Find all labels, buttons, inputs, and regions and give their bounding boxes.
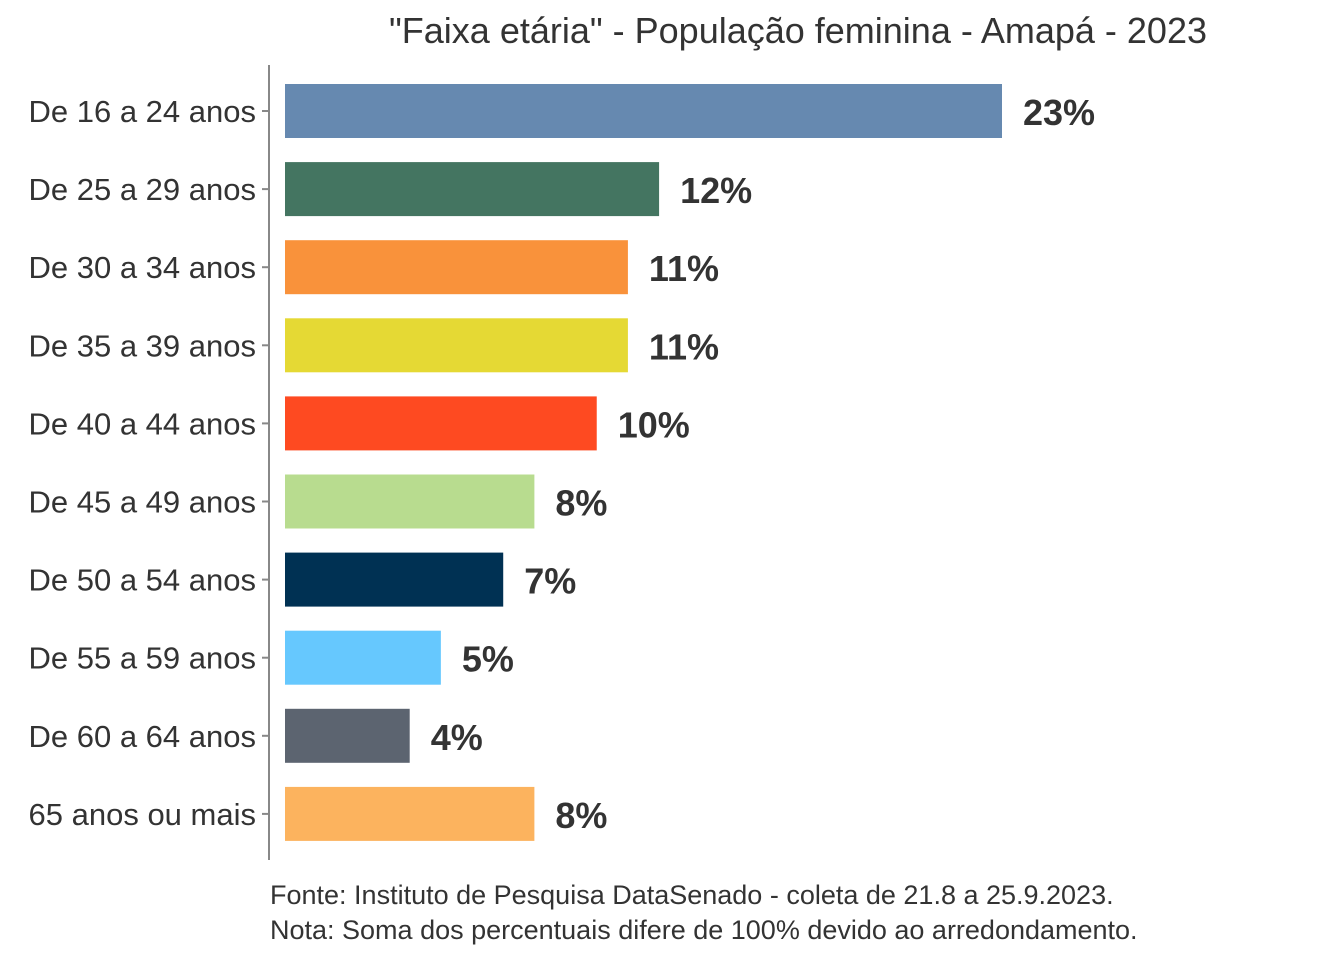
bar [285,708,410,763]
category-label: De 50 a 54 anos [28,563,256,598]
bar [285,162,660,217]
category-label: De 60 a 64 anos [28,719,256,754]
category-label: De 30 a 34 anos [28,250,256,285]
category-label: De 25 a 29 anos [28,172,256,207]
value-label: 11% [649,326,719,367]
bar [285,552,504,607]
category-label: De 55 a 59 anos [28,641,256,676]
value-label: 8% [555,483,607,524]
value-label: 4% [431,717,483,758]
bar [285,318,628,373]
bar [285,786,535,841]
bar [285,240,628,295]
bar [285,84,1002,138]
bar [285,474,535,529]
value-label: 8% [555,795,607,836]
value-label: 12% [680,170,752,211]
chart-title: "Faixa etária" - População feminina - Am… [389,10,1207,51]
value-label: 7% [524,561,576,602]
rounding-note: Nota: Soma dos percentuais difere de 100… [270,915,1138,945]
category-label: De 40 a 44 anos [28,406,256,441]
value-label: 23% [1023,92,1095,133]
category-label: De 35 a 39 anos [28,328,256,363]
source-note: Fonte: Instituto de Pesquisa DataSenado … [270,880,1114,910]
value-label: 5% [462,639,514,680]
category-label: De 45 a 49 anos [28,485,256,520]
bar [285,396,597,451]
value-label: 10% [618,404,690,445]
category-label: 65 anos ou mais [29,797,256,832]
bar [285,630,441,685]
value-label: 11% [649,248,719,289]
category-label: De 16 a 24 anos [28,94,256,129]
